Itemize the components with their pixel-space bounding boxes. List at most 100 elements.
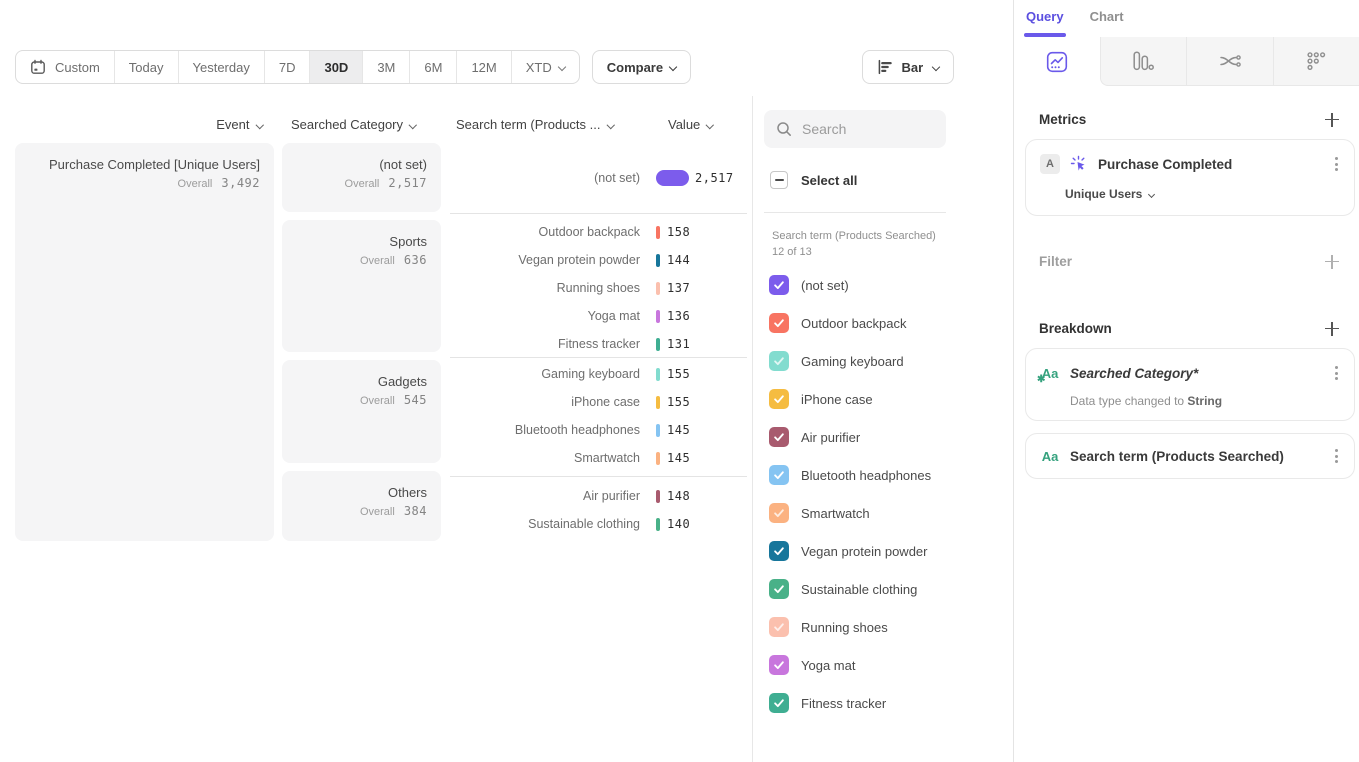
kebab-menu-icon[interactable] <box>1329 361 1344 385</box>
tab-chart[interactable]: Chart <box>1090 9 1124 37</box>
modified-asterisk-icon: ✱ <box>1037 374 1045 385</box>
legend-item[interactable]: Sustainable clothing <box>769 570 1009 608</box>
category-name: Others <box>294 484 427 502</box>
column-header-term[interactable]: Search term (Products ... <box>456 117 613 132</box>
column-header-value[interactable]: Value <box>668 117 713 132</box>
legend-item[interactable]: Running shoes <box>769 608 1009 646</box>
legend-item[interactable]: iPhone case <box>769 380 1009 418</box>
term-label: iPhone case <box>450 395 640 409</box>
column-header-event[interactable]: Event <box>100 117 262 132</box>
term-label: Fitness tracker <box>450 337 640 351</box>
checkbox-icon[interactable] <box>769 617 789 637</box>
term-value: 155 <box>667 395 690 409</box>
legend-item-list: (not set) Outdoor backpack Gaming keyboa… <box>769 266 1009 722</box>
term-value: 148 <box>667 489 690 503</box>
overall-value: 3,492 <box>221 176 260 190</box>
add-metric-button[interactable] <box>1325 113 1339 127</box>
report-tab-retention[interactable] <box>1273 37 1359 86</box>
term-row: Air purifier 148 <box>450 482 747 510</box>
report-tab-funnels[interactable] <box>1100 37 1187 86</box>
checkbox-icon[interactable] <box>769 351 789 371</box>
select-all-checkbox[interactable]: Select all <box>770 171 857 189</box>
chart-type-button[interactable]: Bar <box>862 50 954 84</box>
legend-item-label: Smartwatch <box>801 506 870 521</box>
term-row: Outdoor backpack 158 <box>450 218 747 246</box>
breakdown-card-searched-category[interactable]: Aa✱ Searched Category* Data type changed… <box>1025 348 1355 421</box>
legend-item[interactable]: Gaming keyboard <box>769 342 1009 380</box>
value-bar[interactable] <box>656 170 689 186</box>
legend-item[interactable]: Outdoor backpack <box>769 304 1009 342</box>
legend-item[interactable]: Smartwatch <box>769 494 1009 532</box>
filter-title: Filter <box>1039 254 1072 269</box>
add-breakdown-button[interactable] <box>1325 322 1339 336</box>
legend-item[interactable]: Air purifier <box>769 418 1009 456</box>
breakdown-card-search-term[interactable]: Aa Search term (Products Searched) <box>1025 433 1355 479</box>
legend-item-label: Fitness tracker <box>801 696 886 711</box>
term-label: Sustainable clothing <box>450 517 640 531</box>
value-bar[interactable] <box>656 396 660 409</box>
term-label: (not set) <box>450 171 640 185</box>
checkbox-icon[interactable] <box>769 313 789 333</box>
kebab-menu-icon[interactable] <box>1329 444 1344 468</box>
legend-item-label: Air purifier <box>801 430 860 445</box>
legend-item-label: Gaming keyboard <box>801 354 904 369</box>
search-input[interactable] <box>802 121 932 137</box>
chevron-down-icon <box>255 120 263 128</box>
legend-item[interactable]: (not set) <box>769 266 1009 304</box>
value-bar[interactable] <box>656 452 660 465</box>
legend-item[interactable]: Bluetooth headphones <box>769 456 1009 494</box>
value-bar[interactable] <box>656 368 660 381</box>
breakdown-note: Data type changed to String <box>1070 394 1344 408</box>
add-filter-button[interactable] <box>1325 255 1339 269</box>
term-value: 145 <box>667 423 690 437</box>
legend-item-label: Running shoes <box>801 620 888 635</box>
value-bar[interactable] <box>656 424 660 437</box>
event-name: Purchase Completed [Unique Users] <box>27 156 260 174</box>
report-tab-insights[interactable] <box>1014 37 1100 86</box>
value-bar[interactable] <box>656 282 660 295</box>
checkbox-icon[interactable] <box>769 541 789 561</box>
checkbox-icon[interactable] <box>769 427 789 447</box>
checkbox-icon[interactable] <box>769 275 789 295</box>
term-label: Air purifier <box>450 489 640 503</box>
checkbox-icon[interactable] <box>769 579 789 599</box>
query-panel: Query Chart <box>1013 0 1359 762</box>
checkbox-icon[interactable] <box>769 503 789 523</box>
term-value: 137 <box>667 281 690 295</box>
category-cell: Others Overall 384 <box>282 471 441 541</box>
filter-section-title: Filter <box>1039 254 1339 269</box>
legend-item[interactable]: Yoga mat <box>769 646 1009 684</box>
legend-item[interactable]: Fitness tracker <box>769 684 1009 722</box>
value-bar[interactable] <box>656 338 660 351</box>
value-bar[interactable] <box>656 254 660 267</box>
overall-value: 545 <box>404 393 427 407</box>
checkbox-icon[interactable] <box>769 655 789 675</box>
legend-section-label: Search term (Products Searched) 12 of 13 <box>772 228 947 260</box>
kebab-menu-icon[interactable] <box>1329 152 1344 176</box>
measure-selector[interactable]: Unique Users <box>1065 187 1344 201</box>
value-bar[interactable] <box>656 490 660 503</box>
legend-item[interactable]: Vegan protein powder <box>769 532 1009 570</box>
chevron-down-icon <box>409 120 417 128</box>
term-row: Smartwatch 145 <box>450 444 747 472</box>
overall-label: Overall <box>360 506 395 518</box>
checkbox-icon[interactable] <box>769 693 789 713</box>
category-cell: Sports Overall 636 <box>282 220 441 352</box>
report-type-tabs <box>1014 37 1359 86</box>
term-label: Running shoes <box>450 281 640 295</box>
term-value: 158 <box>667 225 690 239</box>
legend-search[interactable] <box>764 110 946 148</box>
metric-card[interactable]: A Purchase Completed Unique Users <box>1025 139 1355 216</box>
property-type-icon: Aa <box>1040 449 1060 464</box>
overall-label: Overall <box>360 255 395 267</box>
report-tab-flows[interactable] <box>1186 37 1273 86</box>
value-bar[interactable] <box>656 310 660 323</box>
checkbox-icon[interactable] <box>769 465 789 485</box>
chevron-down-icon <box>706 120 714 128</box>
value-bar[interactable] <box>656 518 660 531</box>
column-header-category[interactable]: Searched Category <box>291 117 416 132</box>
tab-query[interactable]: Query <box>1026 9 1064 37</box>
overall-label: Overall <box>178 178 213 190</box>
checkbox-icon[interactable] <box>769 389 789 409</box>
value-bar[interactable] <box>656 226 660 239</box>
